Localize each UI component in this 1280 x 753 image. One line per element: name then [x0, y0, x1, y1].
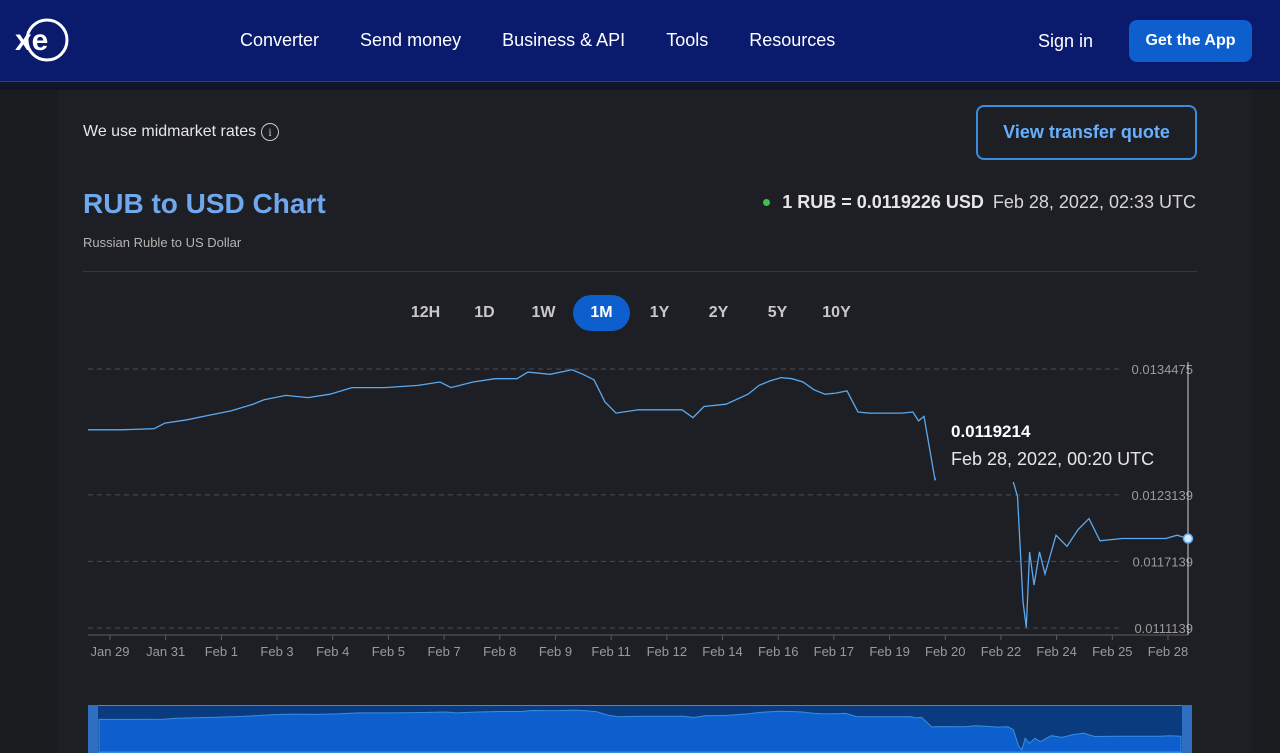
x-tick-label: Feb 4	[316, 644, 349, 659]
x-tick-label: Feb 16	[758, 644, 798, 659]
midmarket-note: We use midmarket rates i	[83, 123, 280, 141]
x-tick-label: Feb 5	[372, 644, 405, 659]
nav-resources[interactable]: Resources	[749, 30, 836, 50]
nav-underline	[0, 82, 1280, 90]
rate-value: 1 RUB = 0.0119226 USD	[782, 192, 984, 212]
nav-converter[interactable]: Converter	[240, 30, 320, 50]
x-tick-label: Feb 3	[260, 644, 293, 659]
logo-text: xe	[15, 24, 48, 57]
x-tick-label: Feb 14	[702, 644, 742, 659]
x-tick-label: Jan 29	[90, 644, 129, 659]
x-tick-label: Feb 12	[647, 644, 687, 659]
rate-line	[88, 369, 1189, 628]
x-tick-label: Jan 31	[146, 644, 185, 659]
y-tick-label: 0.0123139	[1132, 488, 1193, 503]
tooltip-box	[936, 412, 1186, 482]
range-12h[interactable]: 12H	[410, 304, 441, 321]
navigator-left-handle[interactable]	[88, 705, 98, 753]
sign-in-link[interactable]: Sign in	[1038, 31, 1094, 51]
navigator-area	[98, 709, 1182, 753]
range-1m[interactable]: 1M	[573, 295, 630, 331]
get-app-button[interactable]: Get the App	[1129, 20, 1252, 62]
y-tick-label: 0.0111139	[1134, 621, 1193, 636]
x-tick-label: Feb 1	[205, 644, 238, 659]
range-1y[interactable]: 1Y	[649, 304, 670, 321]
range-10y[interactable]: 10Y	[822, 304, 851, 321]
x-tick-label: Feb 7	[427, 644, 460, 659]
page-subtitle: Russian Ruble to US Dollar	[83, 235, 242, 250]
midmarket-text: We use midmarket rates	[83, 123, 257, 140]
navigator-right-handle[interactable]	[1182, 705, 1192, 753]
x-tick-label: Feb 19	[869, 644, 909, 659]
x-tick-label: Feb 28	[1148, 644, 1188, 659]
nav-business-api[interactable]: Business & API	[502, 30, 626, 50]
x-tick-label: Feb 9	[539, 644, 572, 659]
nav-links: Converter Send money Business & API Tool…	[240, 30, 876, 51]
rate-timestamp: Feb 28, 2022, 02:33 UTC	[992, 192, 1196, 212]
xe-logo[interactable]: xe	[12, 17, 70, 63]
nav-send-money[interactable]: Send money	[360, 30, 462, 50]
rate-chart[interactable]: 0.0134475 0.0123139 0.0117139 0.0111139 Jan …	[0, 340, 1280, 670]
x-tick-label: Feb 22	[981, 644, 1021, 659]
y-tick-label: 0.0134475	[1132, 362, 1193, 377]
range-5y[interactable]: 5Y	[767, 304, 788, 321]
live-rate: 1 RUB = 0.0119226 USD Feb 28, 2022, 02:3…	[763, 192, 1196, 213]
range-selector: 12H 1D 1W 1M 1Y 2Y 5Y 10Y	[396, 295, 866, 331]
x-tick-label: Feb 8	[483, 644, 516, 659]
top-nav: xe Converter Send money Business & API T…	[0, 0, 1280, 82]
range-1d[interactable]: 1D	[474, 304, 495, 321]
range-2y[interactable]: 2Y	[708, 304, 729, 321]
tooltip-time: Feb 28, 2022, 00:20 UTC	[951, 449, 1154, 469]
nav-tools[interactable]: Tools	[666, 30, 709, 50]
tooltip-value: 0.0119214	[951, 422, 1031, 441]
range-1w[interactable]: 1W	[531, 304, 556, 321]
x-tick-label: Feb 20	[925, 644, 965, 659]
x-tick-label: Feb 24	[1036, 644, 1076, 659]
x-tick-label: Feb 17	[814, 644, 854, 659]
divider	[83, 271, 1197, 272]
navigator-series	[98, 709, 1182, 753]
chart-navigator[interactable]	[88, 705, 1192, 753]
x-tick-label: Feb 11	[591, 644, 631, 659]
info-icon[interactable]: i	[261, 123, 280, 141]
x-tick-label: Feb 25	[1092, 644, 1132, 659]
y-tick-label: 0.0117139	[1133, 554, 1194, 569]
live-dot-icon	[763, 199, 771, 206]
hover-point	[1182, 533, 1194, 544]
view-transfer-quote-button[interactable]: View transfer quote	[976, 105, 1197, 160]
page-title: RUB to USD Chart	[83, 188, 326, 219]
